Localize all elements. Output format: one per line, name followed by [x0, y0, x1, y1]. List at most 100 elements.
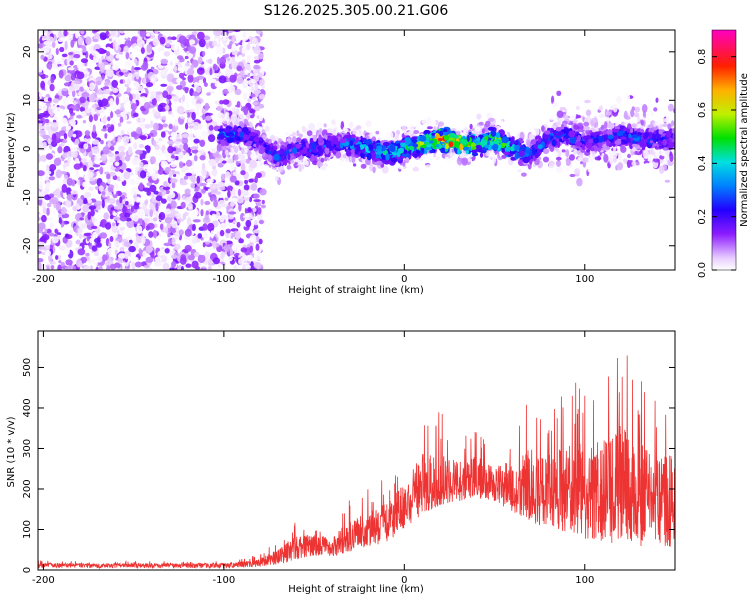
spectrogram-cell [164, 248, 170, 254]
spectrogram-cell [85, 36, 92, 45]
spectrogram-cell [360, 163, 367, 169]
spectrogram-cell [193, 155, 198, 162]
spectrogram-cell [180, 182, 188, 186]
spectrogram-cell [184, 55, 189, 60]
spectrogram-cell [55, 48, 59, 55]
spectrogram-cell [66, 193, 73, 201]
spectrogram-cell [173, 65, 178, 73]
spectrogram-cell [226, 157, 233, 164]
spectrogram-cell [109, 145, 115, 151]
spectrogram-cell [202, 113, 206, 121]
spectrogram-cell [670, 120, 675, 127]
spectrogram-cell [46, 202, 52, 208]
spectrogram-cell [202, 242, 206, 248]
spectrogram-cell [576, 105, 580, 111]
spectrogram-cell [197, 233, 203, 239]
spectrogram-cell [104, 80, 109, 88]
spectrogram-cell [226, 185, 234, 193]
spectrogram-cell [348, 121, 354, 128]
spectrogram-cell [240, 71, 245, 76]
spectrogram-cell [96, 242, 102, 248]
spectrogram-cell [53, 178, 60, 187]
spectrogram-cell [476, 113, 482, 120]
spectrogram-cell [94, 84, 99, 92]
spectrogram-cell [200, 209, 204, 217]
spectrogram-cell [231, 162, 235, 171]
spectrogram-cell [38, 258, 44, 263]
spectrogram-cell [255, 243, 260, 251]
spectrogram-cell [145, 82, 154, 88]
spectrogram-cell [106, 173, 111, 179]
spectrogram-cell [258, 93, 266, 100]
spectrogram-cell [196, 75, 205, 80]
spectrogram-cell [246, 43, 251, 51]
spectrogram-cell [58, 69, 64, 79]
spectrogram-cell [664, 179, 671, 183]
spectrogram-cell [125, 51, 130, 60]
spectrogram-cell [224, 43, 228, 48]
spectrogram-cell [63, 133, 68, 140]
spectrogram-cell [623, 110, 628, 120]
spectrogram-cell [597, 155, 601, 161]
spectrogram-cell [52, 104, 58, 114]
spectrogram-cell [236, 195, 244, 204]
spectrogram-cell [197, 56, 203, 64]
spectrogram-cell [252, 43, 257, 48]
spectrogram-cell [469, 123, 473, 130]
spectrogram-cell [140, 64, 148, 71]
spectrogram-cell [98, 185, 104, 192]
spectrogram-cell [202, 77, 207, 84]
spectrogram-cell [84, 130, 91, 136]
spectrogram-cell [54, 94, 60, 100]
spectrogram-cell [279, 141, 285, 145]
spectrogram-cell [79, 68, 88, 72]
spectrogram-cell [82, 120, 87, 124]
spectrogram-cell [187, 202, 193, 210]
spectrogram-cell [113, 64, 119, 71]
spectrogram-cell [152, 168, 157, 172]
spectrogram-cell [252, 193, 260, 199]
spectrogram-cell [238, 188, 241, 197]
spectrogram-cell [584, 99, 591, 104]
spectrogram-cell [183, 143, 189, 151]
spectrogram-cell [160, 58, 169, 65]
spectrogram-cell [224, 197, 229, 201]
spectrogram-cell [264, 125, 270, 132]
spectrogram-cell [244, 69, 249, 76]
spectrogram-cell [209, 146, 217, 154]
spectrogram-cell [75, 203, 80, 209]
spectrogram-cell [79, 233, 83, 240]
spectrogram-cell [467, 158, 473, 162]
spectrogram-cell [57, 37, 64, 43]
spectrogram-cell [88, 93, 96, 103]
spectrogram-cell [168, 123, 173, 130]
spectrogram-cell [224, 171, 231, 179]
spectrogram-cell [227, 96, 233, 101]
spectrogram-cell [187, 117, 193, 123]
spectrogram-cell [106, 68, 114, 78]
spectrogram-cell [88, 61, 92, 70]
spectrogram-cell [139, 135, 147, 140]
spectrogram-cell [253, 199, 261, 203]
spectrogram-cell [164, 104, 170, 112]
spectrogram-cell [45, 42, 52, 46]
spectrogram-cell [227, 255, 233, 262]
spectrogram-cell [569, 154, 575, 161]
spectrogram-cell [125, 31, 129, 39]
spectrogram-cell [49, 260, 56, 265]
spectrogram-cell [342, 153, 347, 159]
spectrogram-cell [244, 201, 252, 209]
spectrogram-cell [87, 159, 93, 167]
spectrogram-cell [233, 121, 240, 126]
spectrogram-cell [570, 115, 575, 121]
spectrogram-cell [157, 47, 162, 52]
spectrogram-cell [240, 247, 248, 253]
spectrogram-cell [119, 79, 124, 84]
spectrogram-cell [107, 116, 111, 122]
spectrogram-cell [160, 70, 168, 76]
spectrogram-cell [257, 72, 263, 78]
spectrogram-cell [225, 228, 231, 234]
spectrogram-cell [144, 217, 150, 224]
spectrogram-cell [577, 156, 582, 161]
spectrogram-cell [67, 67, 75, 71]
